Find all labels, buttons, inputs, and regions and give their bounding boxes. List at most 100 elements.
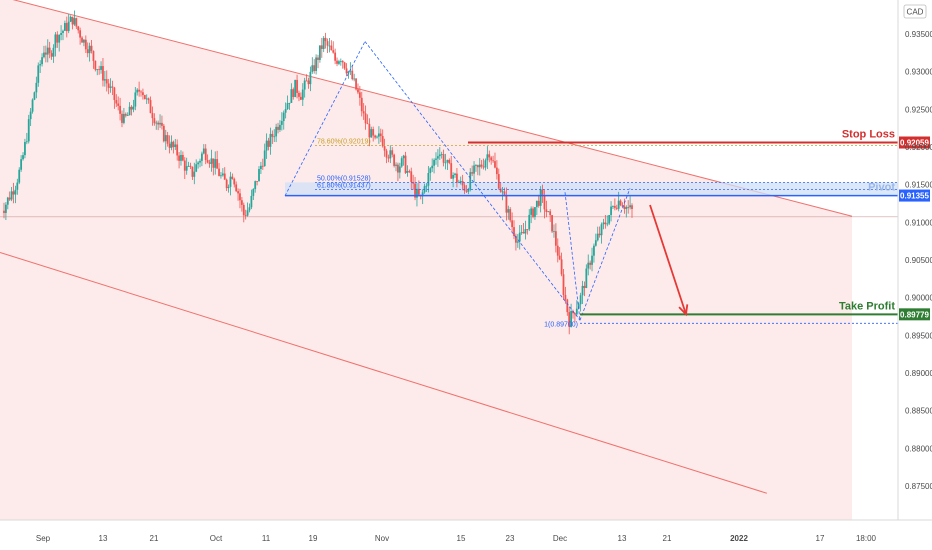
candle-body xyxy=(305,80,308,82)
time-axis[interactable]: Sep 13 21 Oct 11 19 Nov 15 23 Dec 13 21 2022 17 18:00 xyxy=(36,534,877,543)
price-tick-label: 0.90000 xyxy=(905,294,932,303)
candle-body xyxy=(357,89,359,93)
fib-diagonal xyxy=(284,41,366,197)
candle-body xyxy=(267,140,270,147)
level-price-tag-text: 0.91355 xyxy=(900,192,929,201)
time-tick-label: Nov xyxy=(375,534,389,543)
candle-body xyxy=(166,135,169,144)
candle-body xyxy=(10,191,13,200)
candle-body xyxy=(239,193,241,201)
candle-body xyxy=(362,111,365,114)
candle-body xyxy=(134,92,137,107)
candle-body xyxy=(334,52,337,61)
candle-body xyxy=(126,115,129,116)
candle-body xyxy=(39,64,42,66)
candle-body xyxy=(5,204,7,213)
time-tick-label: Dec xyxy=(553,534,567,543)
candle-body xyxy=(625,207,628,209)
candle-body xyxy=(332,50,335,53)
price-axis[interactable]: 0.93500 0.93000 0.92500 0.92000 0.91500 0.910… xyxy=(905,30,932,491)
candle-body xyxy=(92,51,95,61)
candle-body xyxy=(77,26,80,31)
candle-body xyxy=(465,190,468,192)
candle-body xyxy=(330,45,333,51)
candle-body xyxy=(271,133,274,137)
candle-body xyxy=(372,129,375,136)
time-tick-label: Oct xyxy=(210,534,223,543)
candle-body xyxy=(530,208,533,215)
candle-body xyxy=(484,160,487,168)
candle-body xyxy=(537,200,540,206)
candle-body xyxy=(440,154,443,155)
candle-body xyxy=(547,211,550,213)
candle-body xyxy=(360,97,363,112)
candle-body xyxy=(65,23,68,32)
candle-body xyxy=(459,181,462,183)
candle-body xyxy=(320,45,323,49)
currency-label: CAD xyxy=(907,8,924,17)
candle-body xyxy=(587,262,590,269)
candle-body xyxy=(613,206,616,208)
candle-body xyxy=(252,189,255,196)
candle-body xyxy=(515,235,517,243)
candle-body xyxy=(176,144,179,156)
candle-body xyxy=(476,165,479,168)
candle-body xyxy=(452,174,455,179)
level-price-tag-text: 0.92059 xyxy=(900,139,929,148)
candle-body xyxy=(416,188,418,198)
candle-body xyxy=(269,133,272,147)
candle-body xyxy=(122,113,125,123)
candle-body xyxy=(109,86,112,88)
candle-body xyxy=(345,68,348,74)
candle-body xyxy=(456,173,458,183)
candle-body xyxy=(490,157,493,161)
candle-body xyxy=(553,231,555,233)
candle-body xyxy=(256,181,259,182)
candle-body xyxy=(202,148,205,154)
currency-badge[interactable]: CAD xyxy=(903,4,927,19)
candle-body xyxy=(181,154,184,161)
candle-body xyxy=(191,166,194,177)
candle-body xyxy=(149,100,152,114)
candle-body xyxy=(543,195,546,210)
candle-body xyxy=(290,89,293,103)
candle-body xyxy=(469,172,472,190)
candle-body xyxy=(60,32,62,35)
price-tick-label: 0.88500 xyxy=(905,407,932,416)
candle-body xyxy=(220,175,222,177)
candle-body xyxy=(288,102,291,104)
candle-body xyxy=(84,39,87,50)
candle-body xyxy=(231,176,234,179)
candle-body xyxy=(162,125,165,142)
level-price-tag-text: 0.89779 xyxy=(900,310,929,319)
candle-body xyxy=(46,47,49,55)
candle-body xyxy=(88,45,91,54)
candle-body xyxy=(8,197,11,200)
candle-body xyxy=(229,176,232,187)
candle-body xyxy=(404,155,407,173)
candle-body xyxy=(279,124,281,130)
candle-body xyxy=(52,47,55,57)
candle-body xyxy=(294,79,297,97)
price-tick-label: 0.91500 xyxy=(905,181,932,190)
candle-body xyxy=(172,141,175,148)
candle-body xyxy=(429,168,432,174)
candle-body xyxy=(339,61,342,62)
candle-body xyxy=(526,229,529,230)
arrow-head xyxy=(678,304,689,317)
candle-body xyxy=(12,191,15,195)
candle-body xyxy=(497,174,500,189)
candle-body xyxy=(438,154,441,157)
candle-body xyxy=(164,135,167,142)
candle-body xyxy=(566,299,569,313)
time-tick-label: 11 xyxy=(262,534,271,543)
candle-body xyxy=(575,308,578,315)
candle-body xyxy=(208,162,211,164)
candle-body xyxy=(471,172,474,174)
candle-body xyxy=(212,158,215,168)
candle-body xyxy=(509,209,512,221)
candle-body xyxy=(328,45,331,47)
price-levels: Stop Loss 0.92059 Pivot 0.91355 Take Profit 0… xyxy=(285,129,930,321)
candle-body xyxy=(48,47,51,54)
